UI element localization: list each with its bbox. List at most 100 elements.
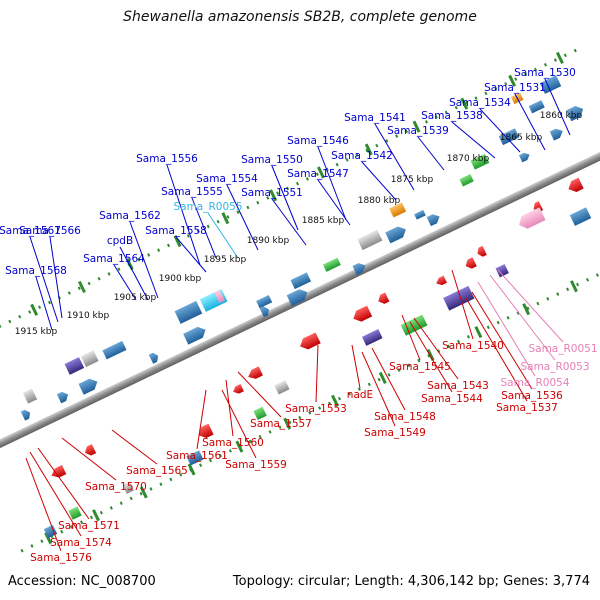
gene-label-reverse[interactable]: Sama_1570 (85, 481, 147, 493)
gene-label-forward[interactable]: Sama_1534 (449, 97, 511, 109)
gene-block[interactable] (528, 100, 545, 114)
gene-reverse-arrow[interactable] (566, 177, 584, 195)
gene-label-forward[interactable]: Sama_1530 (514, 67, 576, 79)
gene-block[interactable] (389, 202, 407, 218)
gene-forward-arrow[interactable] (566, 103, 586, 122)
gene-reverse-arrow[interactable] (49, 465, 67, 480)
gene-forward-arrow[interactable] (56, 390, 70, 404)
gene-reverse-arrow[interactable] (516, 207, 546, 231)
gene-label-reverse[interactable]: Sama_1574 (50, 537, 112, 549)
gene-forward-arrow[interactable] (352, 261, 367, 276)
gene-block[interactable] (539, 75, 562, 94)
gene-block[interactable] (186, 450, 204, 466)
gene-label-forward[interactable]: Sama_1554 (196, 173, 258, 185)
gene-label-forward[interactable]: Sama_1550 (241, 154, 303, 166)
gene-forward-arrow[interactable] (183, 324, 208, 345)
gene-label-reverse[interactable]: Sama_1560 (202, 437, 264, 449)
gene-reverse-arrow[interactable] (351, 305, 373, 325)
gene-label-reverse[interactable]: Sama_R0054 (500, 377, 569, 389)
gene-block[interactable] (64, 357, 85, 375)
gene-label-reverse[interactable]: Sama_R0053 (520, 361, 589, 373)
gene-label-reverse[interactable]: Sama_1559 (225, 459, 287, 471)
gene-label-reverse[interactable]: Sama_1576 (30, 552, 92, 564)
gene-label-forward[interactable]: Sama_1562 (99, 210, 161, 222)
gene-reverse-arrow[interactable] (376, 292, 390, 305)
gene-label-forward[interactable]: Sama_1551 (241, 187, 303, 199)
gene-block[interactable] (569, 207, 592, 226)
gene-label-reverse[interactable]: Sama_R0051 (528, 343, 597, 355)
gene-block[interactable] (459, 174, 474, 187)
gene-block[interactable] (443, 285, 475, 311)
gene-label-forward[interactable]: cpdB (107, 235, 133, 247)
gene-label-forward[interactable]: Sama_1556 (136, 153, 198, 165)
gene-forward-arrow[interactable] (148, 351, 161, 364)
gene-block[interactable] (80, 350, 99, 368)
gene-forward-arrow[interactable] (426, 212, 442, 227)
gene-reverse-arrow[interactable] (435, 275, 447, 288)
gene-block[interactable] (414, 209, 426, 220)
gene-forward-arrow[interactable] (518, 151, 531, 163)
gene-label-forward[interactable]: Sama_1538 (421, 110, 483, 122)
gene-block[interactable] (174, 300, 203, 324)
gene-block[interactable] (322, 257, 341, 272)
gene-block[interactable] (256, 295, 273, 309)
gene-label-forward[interactable]: Sama_1542 (331, 150, 393, 162)
gene-label-reverse[interactable]: Sama_1553 (285, 403, 347, 415)
gene-block[interactable] (253, 406, 267, 421)
gene-reverse-arrow[interactable] (463, 257, 477, 270)
gene-block[interactable] (495, 264, 509, 278)
gene-block[interactable] (102, 340, 127, 360)
ruler-tick (92, 509, 100, 522)
gene-forward-arrow[interactable] (20, 408, 33, 421)
gene-forward-arrow[interactable] (78, 376, 100, 395)
gene-label-reverse[interactable]: Sama_1565 (126, 465, 188, 477)
gene-label-reverse[interactable]: Sama_1548 (374, 411, 436, 423)
gene-label-reverse[interactable]: Sama_1543 (427, 380, 489, 392)
gene-label-forward[interactable]: Sama_1541 (344, 112, 406, 124)
gene-label-reverse[interactable]: Sama_1536 (501, 390, 563, 402)
gene-block[interactable] (43, 524, 58, 539)
gene-block[interactable] (68, 506, 82, 520)
gene-block[interactable] (361, 329, 383, 346)
gene-label-forward[interactable]: Sama_1564 (83, 253, 145, 265)
gene-label-reverse[interactable]: Sama_1561 (166, 450, 228, 462)
gene-block[interactable] (214, 289, 225, 304)
gene-block[interactable] (498, 128, 520, 146)
gene-label-reverse[interactable]: Sama_1557 (250, 418, 312, 430)
gene-reverse-arrow[interactable] (83, 444, 97, 457)
gene-forward-arrow[interactable] (286, 287, 310, 307)
gene-block[interactable] (122, 481, 134, 494)
gene-label-reverse[interactable]: Sama_1545 (389, 361, 451, 373)
gene-block[interactable] (470, 153, 490, 170)
gene-label-reverse[interactable]: Sama_1549 (364, 427, 426, 439)
gene-label-forward[interactable]: Sama_1558 (145, 225, 207, 237)
gene-forward-arrow[interactable] (549, 126, 565, 141)
gene-label-forward[interactable]: Sama_1531 (484, 82, 546, 94)
gene-label-forward[interactable]: Sama_1555 (161, 186, 223, 198)
gene-forward-arrow[interactable] (259, 305, 272, 318)
gene-block[interactable] (290, 272, 312, 290)
gene-label-forward[interactable]: Sama_1546 (287, 135, 349, 147)
gene-block[interactable] (357, 229, 383, 251)
gene-label-reverse[interactable]: Sama_1571 (58, 520, 120, 532)
gene-label-reverse[interactable]: nadE (347, 389, 373, 401)
gene-label-forward[interactable]: Sama_1539 (387, 125, 449, 137)
gene-forward-arrow[interactable] (385, 224, 408, 244)
label-leader-line (477, 281, 536, 377)
gene-label-forward[interactable]: Sama_R0055 (173, 201, 242, 213)
gene-label-forward[interactable]: Sama_1568 (5, 265, 67, 277)
gene-label-reverse[interactable]: Sama_1540 (442, 340, 504, 352)
gene-reverse-arrow[interactable] (196, 423, 214, 441)
gene-label-forward[interactable]: Sama_1547 (287, 168, 349, 180)
gene-reverse-arrow[interactable] (231, 383, 244, 396)
gene-block[interactable] (400, 314, 428, 336)
gene-block[interactable] (274, 380, 290, 395)
gene-label-forward[interactable]: Sama_1567 (0, 225, 61, 237)
gene-label-forward[interactable]: Sama_1566 (19, 225, 81, 237)
gene-reverse-arrow[interactable] (475, 245, 487, 258)
gene-label-reverse[interactable]: Sama_1537 (496, 402, 558, 414)
gene-label-reverse[interactable]: Sama_1544 (421, 393, 483, 405)
gene-block[interactable] (22, 388, 38, 404)
gene-reverse-arrow[interactable] (298, 332, 321, 351)
gene-reverse-arrow[interactable] (246, 366, 263, 381)
